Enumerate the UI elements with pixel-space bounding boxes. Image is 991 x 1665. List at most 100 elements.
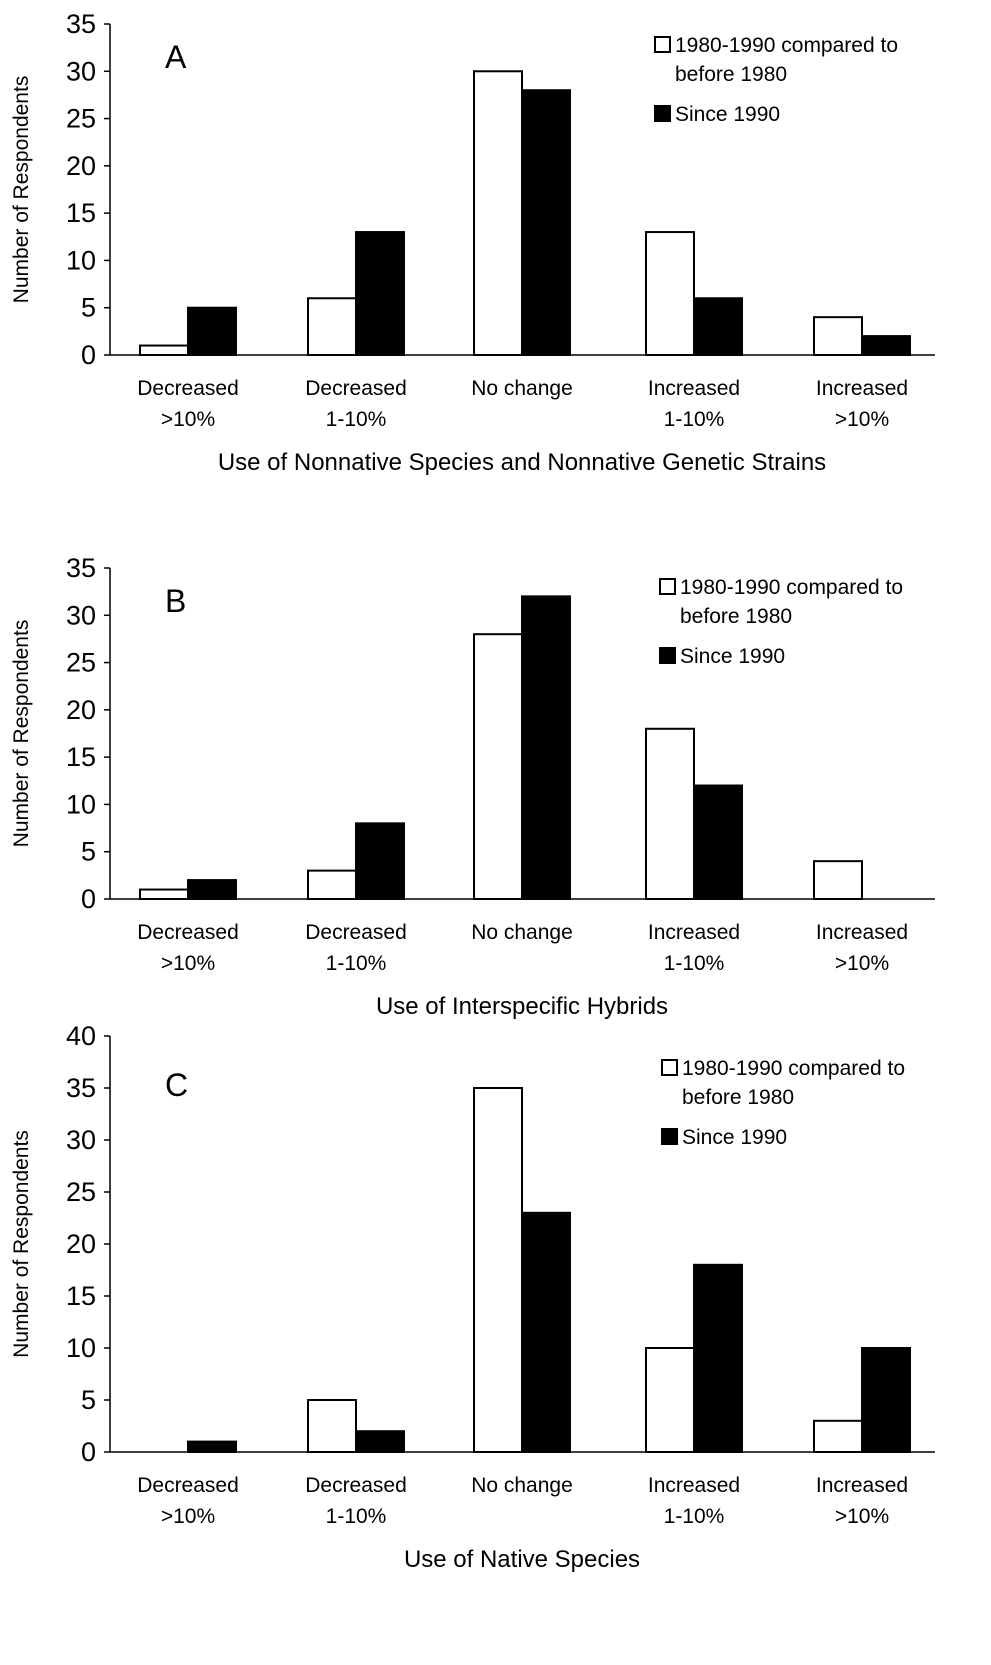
x-category-label: Decreased <box>305 1474 407 1497</box>
y-tick-label: 35 <box>66 1073 96 1103</box>
bar-since-1990 <box>693 1263 743 1454</box>
y-tick-label: 35 <box>66 553 96 583</box>
panel-label: B <box>165 583 186 619</box>
legend-label: before 1980 <box>675 63 787 86</box>
bar-period-1980-1990 <box>813 1419 863 1454</box>
chart-panel-2: 0 5 10 15 20 25 30 35 Decreased >10% Decreased 1-10… <box>10 553 935 1020</box>
y-tick-label: 40 <box>66 1021 96 1051</box>
bar-since-1990 <box>861 1347 911 1453</box>
x-category-label: 1-10% <box>326 408 387 431</box>
y-tick-label: 15 <box>66 1281 96 1311</box>
bar-period-1980-1990 <box>645 1347 695 1453</box>
legend-swatch-period-1980-1990 <box>654 36 671 53</box>
x-category-label: >10% <box>835 952 889 975</box>
x-category-label: 1-10% <box>664 1505 725 1528</box>
bar-period-1980-1990 <box>307 297 357 356</box>
legend: 1980-1990 compared to before 1980 Since 19… <box>654 34 898 126</box>
chart-panel-1: 0 5 10 15 20 25 30 35 Decreased >10% Decreased 1-10… <box>10 9 935 476</box>
legend-swatch-since-1990 <box>661 1128 678 1145</box>
y-tick-label: 5 <box>81 837 96 867</box>
panel-label: A <box>165 39 187 75</box>
y-tick-label: 25 <box>66 1177 96 1207</box>
y-tick-label: 10 <box>66 789 96 819</box>
x-category-label: Decreased <box>137 1474 239 1497</box>
x-category-label: Increased <box>648 1474 740 1497</box>
y-tick-label: 10 <box>66 245 96 275</box>
legend-label: 1980-1990 compared to <box>682 1057 905 1080</box>
bar-period-1980-1990 <box>307 869 357 901</box>
y-axis-title: Number of Respondents <box>10 76 33 304</box>
x-category-label: 1-10% <box>664 408 725 431</box>
y-axis-title: Number of Respondents <box>10 1130 33 1358</box>
y-tick-label: 30 <box>66 1125 96 1155</box>
x-axis-title: Use of Interspecific Hybrids <box>376 993 668 1020</box>
legend-swatch-since-1990 <box>654 105 671 122</box>
y-tick-label: 20 <box>66 151 96 181</box>
x-category-label: No change <box>471 377 573 400</box>
bar-since-1990 <box>693 784 743 900</box>
x-axis-title: Use of Native Species <box>404 1546 640 1573</box>
x-category-label: >10% <box>835 1505 889 1528</box>
y-tick-label: 5 <box>81 293 96 323</box>
bar-period-1980-1990 <box>139 344 189 356</box>
y-tick-label: 5 <box>81 1385 96 1415</box>
x-category-label: >10% <box>161 1505 215 1528</box>
y-tick-label: 30 <box>66 600 96 630</box>
bar-since-1990 <box>521 1211 571 1454</box>
x-category-label: Increased <box>648 921 740 944</box>
x-category-label: Increased <box>648 377 740 400</box>
y-tick-label: 15 <box>66 742 96 772</box>
bar-since-1990 <box>521 89 571 356</box>
y-tick-label: 25 <box>66 648 96 678</box>
y-tick-label: 0 <box>81 1437 96 1467</box>
bar-since-1990 <box>693 297 743 356</box>
bar-period-1980-1990 <box>813 316 863 356</box>
bar-period-1980-1990 <box>645 231 695 356</box>
y-tick-label: 20 <box>66 695 96 725</box>
legend: 1980-1990 compared to before 1980 Since 19… <box>659 576 903 668</box>
y-tick-label: 35 <box>66 9 96 39</box>
x-axis-title: Use of Nonnative Species and Nonnative G… <box>218 449 826 476</box>
y-tick-label: 0 <box>81 884 96 914</box>
legend-label: Since 1990 <box>680 645 785 668</box>
x-category-label: Decreased <box>137 921 239 944</box>
y-axis-title: Number of Respondents <box>10 620 33 848</box>
bar-period-1980-1990 <box>473 1087 523 1453</box>
x-category-label: No change <box>471 921 573 944</box>
x-category-label: No change <box>471 1474 573 1497</box>
y-tick-label: 0 <box>81 340 96 370</box>
y-tick-label: 10 <box>66 1333 96 1363</box>
bar-period-1980-1990 <box>645 727 695 900</box>
bar-since-1990 <box>355 1430 405 1453</box>
legend-label: Since 1990 <box>675 103 780 126</box>
bar-since-1990 <box>187 879 237 900</box>
x-category-label: Increased <box>816 1474 908 1497</box>
x-category-label: 1-10% <box>326 1505 387 1528</box>
bar-since-1990 <box>521 595 571 900</box>
legend-label: Since 1990 <box>682 1126 787 1149</box>
x-category-label: Increased <box>816 921 908 944</box>
legend: 1980-1990 compared to before 1980 Since 19… <box>661 1057 905 1149</box>
chart-panel-3: 0 5 10 15 20 25 30 35 40 Decreased >10% Decreased 1-… <box>10 1021 935 1573</box>
bar-since-1990 <box>861 335 911 357</box>
legend-label: before 1980 <box>682 1086 794 1109</box>
x-category-label: >10% <box>161 408 215 431</box>
bar-period-1980-1990 <box>139 888 189 900</box>
x-category-label: Decreased <box>305 921 407 944</box>
bar-since-1990 <box>355 231 405 356</box>
legend-swatch-period-1980-1990 <box>659 578 676 595</box>
bar-since-1990 <box>187 1440 237 1453</box>
x-category-label: >10% <box>835 408 889 431</box>
y-tick-label: 30 <box>66 56 96 86</box>
legend-label: 1980-1990 compared to <box>675 34 898 57</box>
bar-period-1980-1990 <box>473 633 523 900</box>
bar-period-1980-1990 <box>307 1399 357 1453</box>
x-category-label: 1-10% <box>664 952 725 975</box>
y-tick-label: 25 <box>66 104 96 134</box>
bar-period-1980-1990 <box>813 860 863 901</box>
legend-swatch-since-1990 <box>659 647 676 664</box>
y-tick-label: 20 <box>66 1229 96 1259</box>
x-category-label: Decreased <box>305 377 407 400</box>
x-category-label: Decreased <box>137 377 239 400</box>
